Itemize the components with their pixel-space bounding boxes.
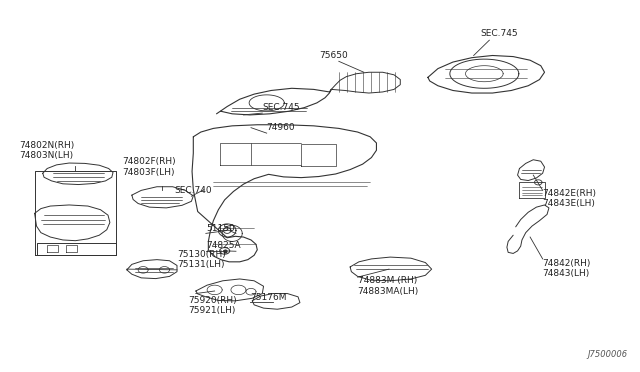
Text: 74825A: 74825A: [206, 241, 241, 250]
Text: 74802F(RH)
74803F(LH): 74802F(RH) 74803F(LH): [122, 157, 176, 177]
Text: 74960: 74960: [267, 123, 295, 132]
Text: 74842(RH)
74843(LH): 74842(RH) 74843(LH): [543, 259, 591, 278]
Text: SEC.745: SEC.745: [262, 103, 300, 112]
Text: 75176M: 75176M: [250, 293, 286, 302]
Text: 74842E(RH)
74843E(LH): 74842E(RH) 74843E(LH): [543, 189, 596, 208]
Text: 51150: 51150: [206, 224, 235, 232]
Text: SEC.745: SEC.745: [480, 29, 518, 38]
Text: 74802N(RH)
74803N(LH): 74802N(RH) 74803N(LH): [19, 141, 74, 160]
Text: 74883M (RH)
74883MA(LH): 74883M (RH) 74883MA(LH): [358, 276, 419, 296]
Text: 75130(RH)
75131(LH): 75130(RH) 75131(LH): [177, 250, 226, 269]
Text: SEC.740: SEC.740: [175, 186, 212, 195]
Text: 75650: 75650: [319, 51, 348, 60]
Text: 75920(RH)
75921(LH): 75920(RH) 75921(LH): [188, 296, 237, 315]
Text: J7500006: J7500006: [588, 350, 627, 359]
